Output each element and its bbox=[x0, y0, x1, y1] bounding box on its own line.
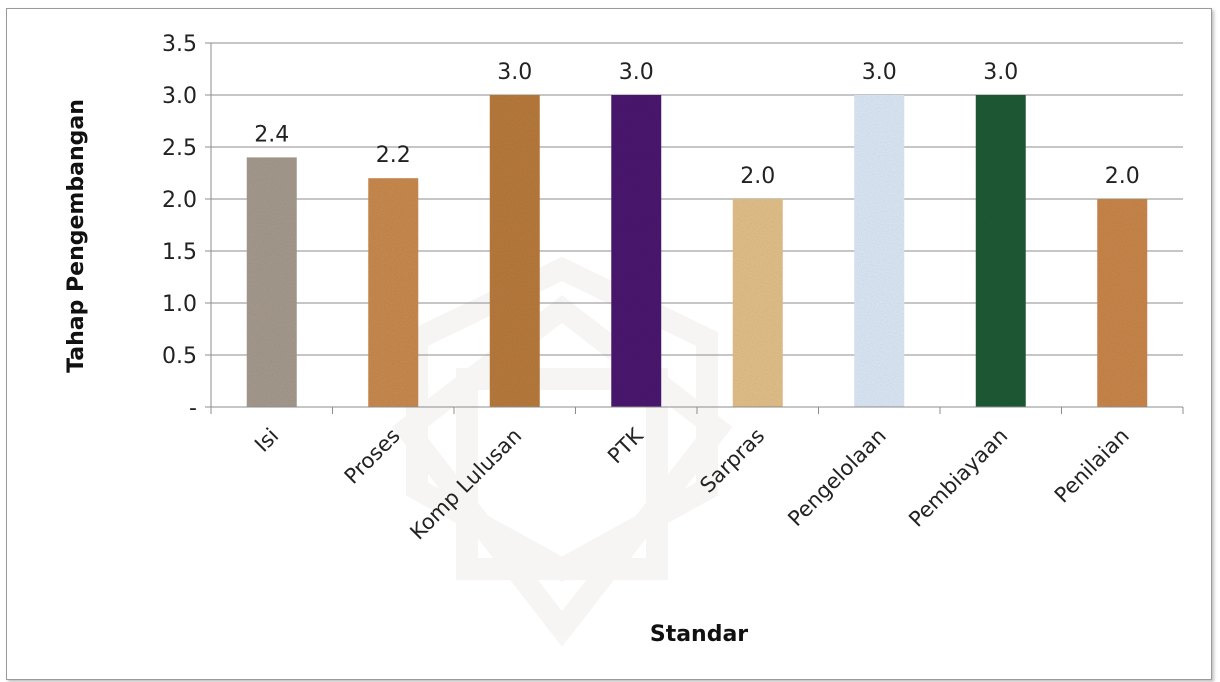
data-label: 2.0 bbox=[740, 164, 775, 189]
axes bbox=[210, 43, 1184, 414]
y-tick-label: 2.5 bbox=[162, 136, 197, 161]
x-axis-categories: Isi Proses Komp Lulusan PTK Sarpras Pengelola… bbox=[250, 423, 1134, 545]
y-tick-label: 1.5 bbox=[162, 240, 197, 265]
data-label: 2.2 bbox=[376, 143, 411, 168]
gridlines bbox=[211, 42, 1183, 356]
y-tick-label: - bbox=[189, 396, 197, 421]
x-tick-label: Pengelolaan bbox=[783, 424, 890, 531]
y-tick-label: 3.0 bbox=[162, 84, 197, 109]
x-tick-label: PTK bbox=[603, 423, 649, 469]
data-label: 3.0 bbox=[497, 60, 532, 85]
data-label: 2.4 bbox=[254, 122, 289, 147]
x-tick-label: Isi bbox=[250, 424, 283, 457]
data-label: 2.0 bbox=[1105, 164, 1140, 189]
x-tick-label: Pembiayaan bbox=[904, 424, 1012, 532]
data-label: 3.0 bbox=[983, 60, 1018, 85]
bar bbox=[246, 157, 297, 407]
bar bbox=[489, 95, 540, 407]
bar bbox=[975, 95, 1026, 407]
bars bbox=[246, 95, 1148, 407]
data-label: 3.0 bbox=[862, 60, 897, 85]
x-tick-label: Proses bbox=[340, 424, 405, 489]
x-tick-label: Penilaian bbox=[1050, 424, 1134, 508]
data-labels: 2.4 2.2 3.0 3.0 2.0 3.0 3.0 2.0 bbox=[254, 60, 1140, 189]
bar-chart: - 0.5 1.0 1.5 2.0 2.5 3.0 3.5 2.4 2.2 3.0 3.0 2.0 3.… bbox=[64, 32, 1184, 647]
x-axis-title: Standar bbox=[650, 622, 748, 647]
data-label: 3.0 bbox=[619, 60, 654, 85]
bar bbox=[611, 95, 662, 407]
bar bbox=[1097, 199, 1148, 407]
bar bbox=[854, 95, 905, 407]
y-axis-ticks: - 0.5 1.0 1.5 2.0 2.5 3.0 3.5 bbox=[162, 32, 211, 421]
bar bbox=[368, 178, 419, 407]
y-tick-label: 2.0 bbox=[162, 188, 197, 213]
y-tick-label: 1.0 bbox=[162, 292, 197, 317]
chart-frame: - 0.5 1.0 1.5 2.0 2.5 3.0 3.5 2.4 2.2 3.0 3.0 2.0 3.… bbox=[6, 8, 1212, 680]
bar bbox=[732, 199, 783, 407]
y-tick-label: 3.5 bbox=[162, 32, 197, 57]
y-tick-label: 0.5 bbox=[162, 344, 197, 369]
y-axis-title: Tahap Pengembangan bbox=[64, 99, 89, 373]
watermark bbox=[391, 256, 733, 647]
